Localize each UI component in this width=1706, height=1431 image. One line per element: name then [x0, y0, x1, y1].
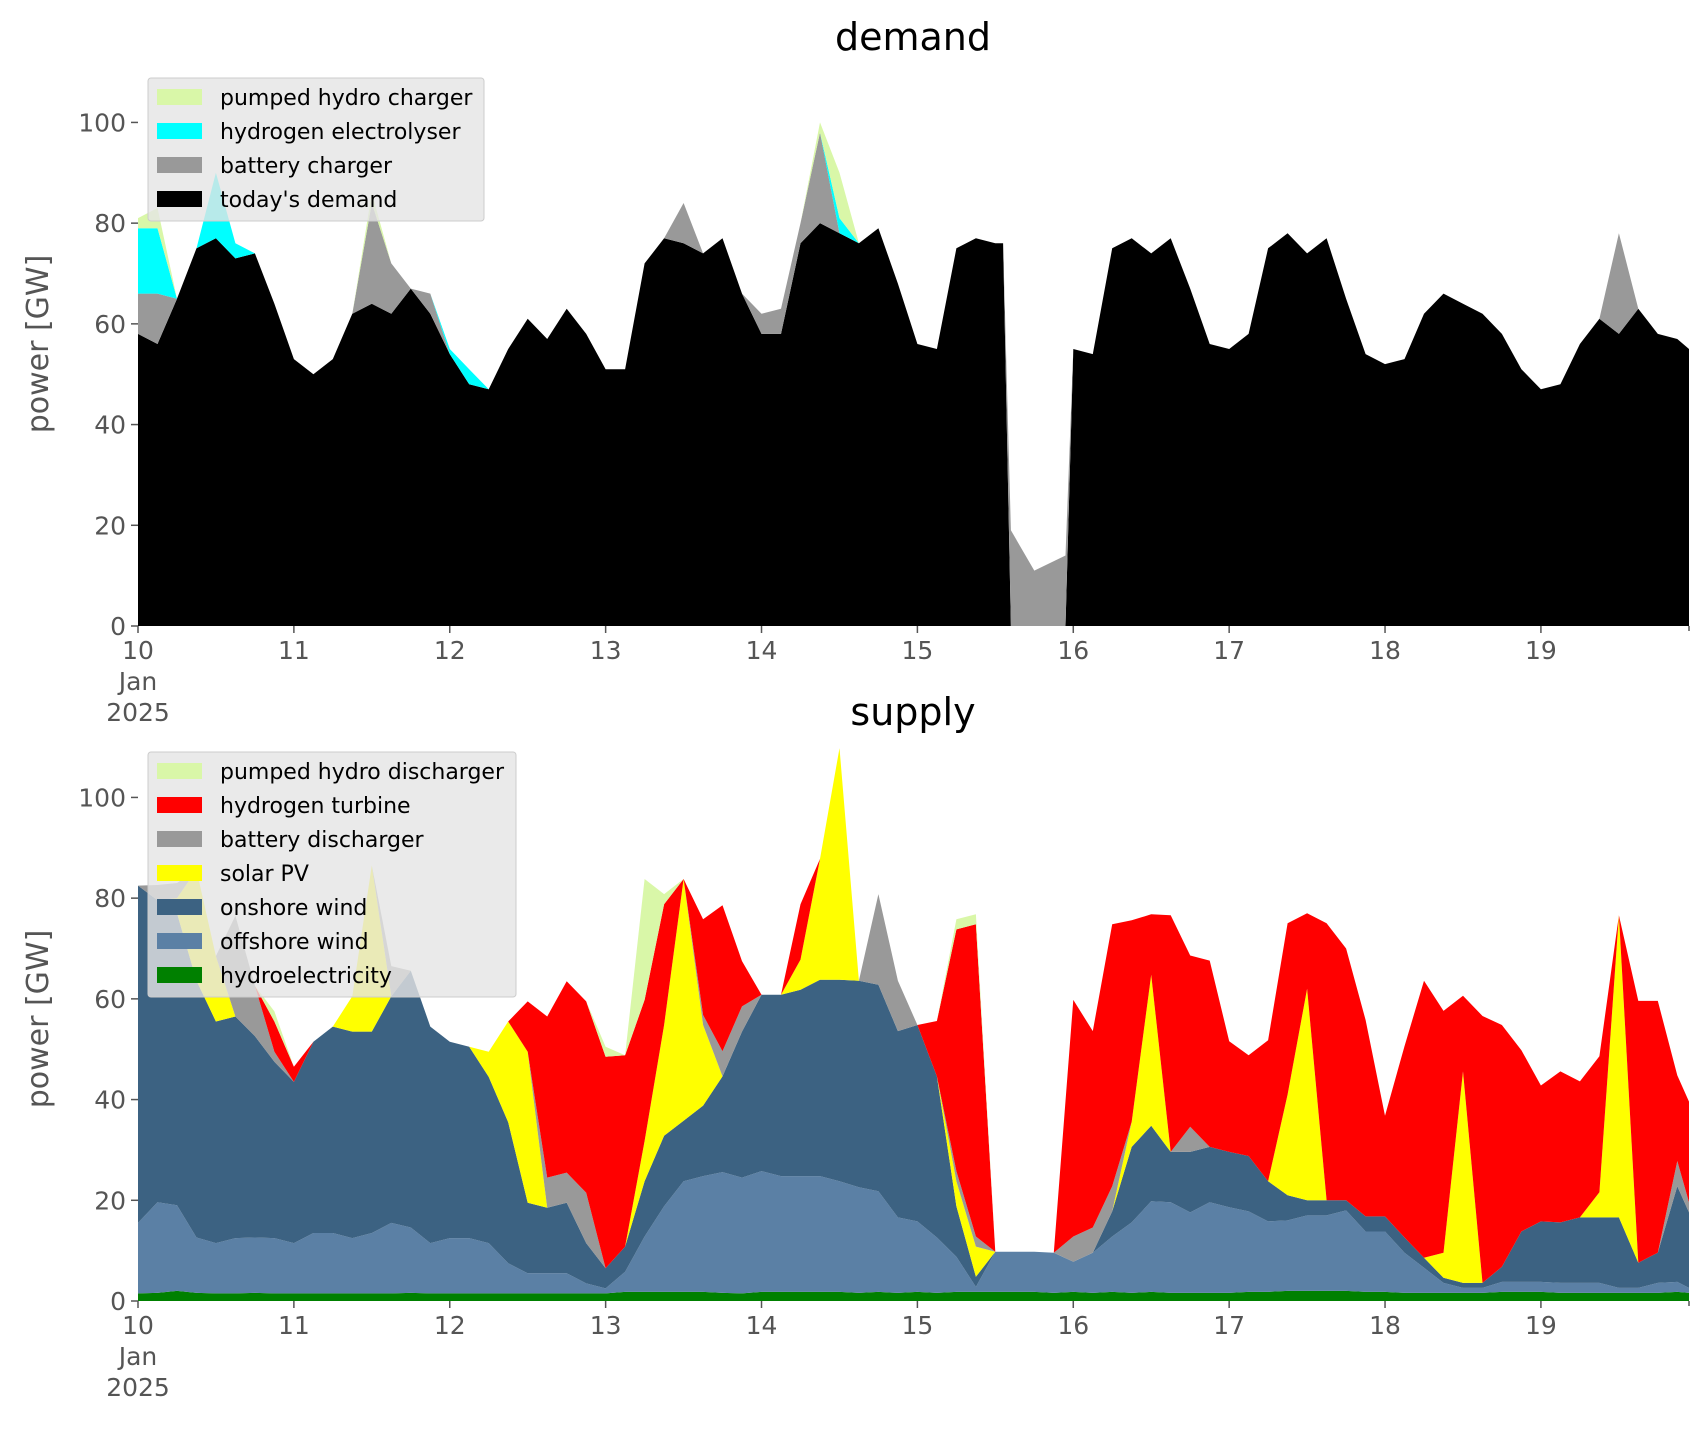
demand-chart-title: demand [835, 15, 991, 59]
demand-y-tick-label: 80 [94, 209, 126, 238]
demand-x-tick-label: 11 [278, 636, 310, 665]
supply-y-axis-label: power [GW] [21, 930, 56, 1109]
demand-y-tick-label: 60 [94, 310, 126, 339]
supply-legend: pumped hydro discharger hydrogen turbine… [147, 751, 517, 998]
demand-y-axis-ticks: 0 20 40 60 80 100 [78, 108, 138, 641]
supply-x-tick-label: 13 [590, 1311, 622, 1340]
demand-legend: pumped hydro charger hydrogen electrolys… [147, 77, 485, 222]
demand-x-tick-label: 14 [746, 636, 778, 665]
demand-y-axis-label: power [GW] [21, 255, 56, 434]
legend-swatch-solar-pv [157, 865, 202, 881]
supply-y-tick-label: 40 [94, 1086, 126, 1115]
supply-x-tick-label: 10 [122, 1311, 154, 1340]
legend-swatch-todays-demand [157, 191, 202, 207]
legend-label-hydrogen-electrolyser: hydrogen electrolyser [220, 120, 461, 145]
demand-x-tick-label: 15 [901, 636, 933, 665]
demand-chart: demand power [GW] 0 20 40 60 80 100 10Jan2025… [21, 15, 1690, 727]
demand-x-tick-label: 13 [590, 636, 622, 665]
legend-swatch-onshore-wind [157, 899, 202, 915]
legend-label-onshore-wind: onshore wind [220, 896, 367, 921]
supply-stacked-areas [138, 748, 1689, 1301]
demand-x-tick-label: 10 [122, 636, 154, 665]
supply-x-tick-label: 15 [901, 1311, 933, 1340]
demand-area-today-s-demand [138, 223, 1689, 626]
demand-legend-frame [147, 77, 485, 222]
demand-x-tick-label: 12 [434, 636, 466, 665]
demand-x-tick-label: 19 [1525, 636, 1557, 665]
demand-x-tick-label: 16 [1057, 636, 1089, 665]
supply-y-tick-label: 100 [78, 783, 126, 812]
demand-y-tick-label: 0 [110, 612, 126, 641]
demand-stacked-areas [138, 122, 1689, 626]
supply-x-tick-label: 19 [1525, 1311, 1557, 1340]
supply-x-tick-label: 2025 [106, 1373, 170, 1402]
supply-area-onshore-wind [138, 885, 1689, 1289]
legend-swatch-hydrogen-electrolyser [157, 123, 202, 139]
supply-area-solar-pv [138, 748, 1689, 1283]
supply-x-tick-label: Jan [117, 1342, 158, 1371]
demand-x-tick-label: 17 [1213, 636, 1245, 665]
supply-x-tick-label: 16 [1057, 1311, 1089, 1340]
demand-x-tick-label: Jan [117, 667, 158, 696]
supply-x-tick-label: 14 [746, 1311, 778, 1340]
supply-area-offshore-wind [138, 1171, 1689, 1294]
demand-y-tick-label: 20 [94, 511, 126, 540]
demand-x-tick-label: 18 [1369, 636, 1401, 665]
supply-y-tick-label: 0 [110, 1287, 126, 1316]
supply-x-tick-label: 11 [278, 1311, 310, 1340]
legend-label-solar-pv: solar PV [220, 862, 309, 887]
demand-y-tick-label: 100 [78, 108, 126, 137]
supply-legend-frame [147, 751, 517, 998]
legend-swatch-pumped-hydro-charger [157, 89, 202, 105]
supply-area-hydroelectricity [138, 1290, 1689, 1301]
legend-swatch-hydroelectricity [157, 967, 202, 983]
demand-x-tick-label: 2025 [106, 698, 170, 727]
supply-x-tick-label: 12 [434, 1311, 466, 1340]
legend-label-battery-charger: battery charger [220, 154, 393, 179]
legend-swatch-hydrogen-turbine [157, 797, 202, 813]
supply-y-tick-label: 80 [94, 884, 126, 913]
supply-chart-title: supply [850, 690, 975, 734]
legend-label-offshore-wind: offshore wind [220, 930, 369, 955]
supply-x-tick-label: 18 [1369, 1311, 1401, 1340]
demand-y-tick-label: 40 [94, 411, 126, 440]
legend-swatch-pumped-hydro-discharger [157, 763, 202, 779]
legend-label-hydrogen-turbine: hydrogen turbine [220, 794, 411, 819]
supply-y-axis-ticks: 0 20 40 60 80 100 [78, 783, 138, 1316]
legend-label-battery-discharger: battery discharger [220, 828, 425, 853]
supply-x-tick-label: 17 [1213, 1311, 1245, 1340]
supply-y-tick-label: 60 [94, 985, 126, 1014]
supply-y-tick-label: 20 [94, 1186, 126, 1215]
legend-label-todays-demand: today's demand [220, 188, 397, 213]
legend-label-hydroelectricity: hydroelectricity [220, 964, 392, 989]
legend-label-pumped-hydro-discharger: pumped hydro discharger [220, 760, 505, 785]
legend-swatch-battery-charger [157, 157, 202, 173]
legend-label-pumped-hydro-charger: pumped hydro charger [220, 86, 473, 111]
legend-swatch-offshore-wind [157, 933, 202, 949]
legend-swatch-battery-discharger [157, 831, 202, 847]
